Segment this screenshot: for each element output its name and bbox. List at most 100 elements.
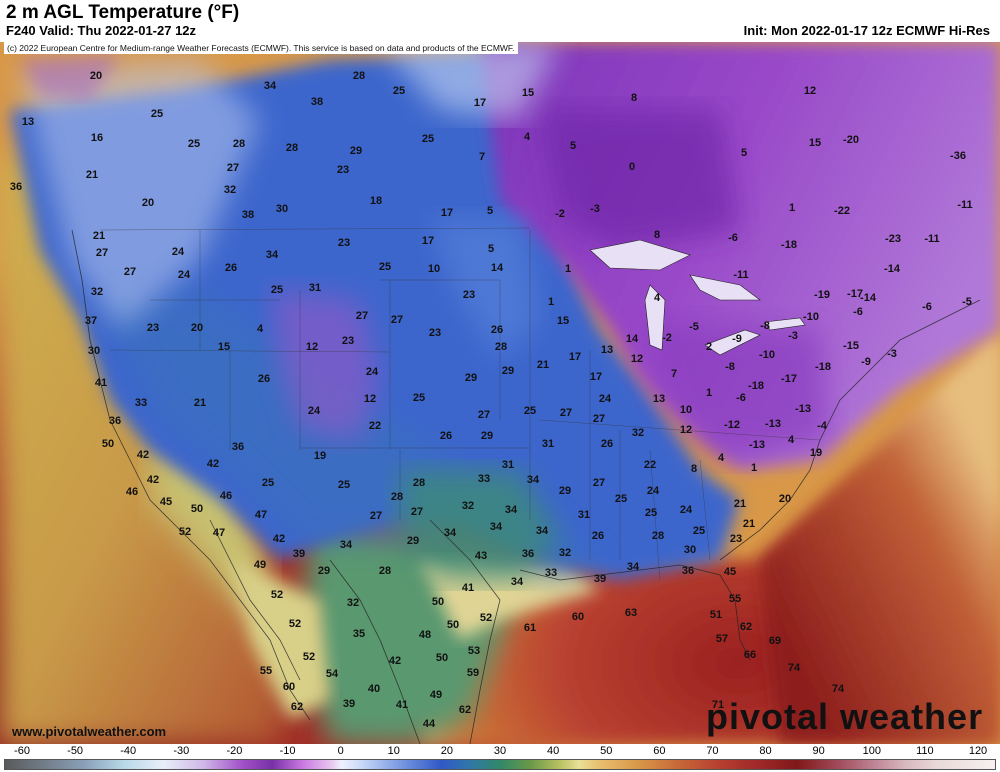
temperature-value: -10 (759, 349, 775, 361)
temperature-value: 32 (462, 500, 474, 512)
temperature-value: 24 (178, 269, 191, 281)
temperature-value: 34 (527, 474, 540, 486)
temperature-value: 52 (179, 526, 191, 538)
temperature-value: 21 (93, 230, 105, 242)
temperature-value: -17 (847, 288, 863, 300)
temperature-value: 36 (109, 415, 121, 427)
legend-tick-label: 120 (968, 745, 988, 757)
temperature-value: 29 (465, 372, 477, 384)
temperature-value: 26 (592, 530, 604, 542)
temperature-value: -6 (922, 301, 932, 313)
temperature-value: 54 (326, 668, 339, 680)
temperature-value: -18 (748, 380, 764, 392)
temperature-value: 22 (644, 459, 656, 471)
great-lakes (589, 239, 806, 356)
temperature-value: 15 (218, 341, 230, 353)
temperature-value: 39 (594, 573, 606, 585)
temperature-value: 26 (601, 438, 613, 450)
temperature-value: 20 (779, 493, 791, 505)
temperature-value: 25 (645, 507, 657, 519)
temperature-value: 62 (459, 704, 471, 716)
temperature-value: 39 (343, 698, 355, 710)
temperature-value: 60 (572, 611, 584, 623)
temperature-value: 45 (724, 566, 736, 578)
temperature-value: 41 (95, 377, 107, 389)
temperature-value: 39 (293, 548, 305, 560)
temperature-value: 36 (682, 565, 694, 577)
temperature-value: 29 (350, 145, 362, 157)
temperature-value: 4 (257, 323, 264, 335)
temperature-value: 42 (147, 474, 159, 486)
temperature-value: 17 (441, 207, 453, 219)
temperature-value: 34 (536, 525, 549, 537)
temperature-value: 12 (631, 353, 643, 365)
temperature-value: 43 (475, 550, 487, 562)
temperature-value: 32 (347, 597, 359, 609)
website-url[interactable]: www.pivotalweather.com (12, 724, 167, 739)
temperature-value: 1 (789, 202, 795, 214)
temperature-value: -11 (957, 199, 972, 211)
temperature-value: 42 (273, 533, 285, 545)
temperature-value: 47 (255, 509, 267, 521)
temperature-value: 52 (303, 651, 315, 663)
temperature-map[interactable]: 20 13 16 25 25 28 27 21 36 20 32 38 30 34 28 38 28 29 23 18… (0, 42, 1000, 744)
temperature-value: -8 (760, 320, 770, 332)
legend-tick-label: 40 (546, 745, 560, 757)
temperature-value: 66 (744, 649, 756, 661)
temperature-value: 34 (627, 561, 640, 573)
temperature-value: 29 (481, 430, 493, 442)
temperature-value: 28 (652, 530, 664, 542)
temperature-value: 5 (487, 205, 493, 217)
temperature-value: -6 (736, 392, 746, 404)
temperature-value: 32 (91, 286, 103, 298)
temperature-value: 33 (478, 473, 490, 485)
temperature-value: -11 (733, 269, 748, 281)
temperature-value: 34 (266, 249, 279, 261)
temperature-value: -9 (732, 333, 742, 345)
temperature-value: 74 (832, 683, 845, 695)
temperature-value: -13 (795, 403, 811, 415)
temperature-value: 29 (559, 485, 571, 497)
temperature-value: 27 (560, 407, 572, 419)
temperature-value: -23 (885, 233, 901, 245)
temperature-value: 34 (264, 80, 277, 92)
temperature-value: 62 (291, 701, 303, 713)
temperature-value: 31 (309, 282, 321, 294)
temperature-value: 28 (495, 341, 507, 353)
temperature-value: 8 (631, 92, 637, 104)
temperature-value: 21 (743, 518, 755, 530)
temperature-value: 25 (151, 108, 163, 120)
temperature-value: 29 (318, 565, 330, 577)
legend-tick-label: 20 (440, 745, 453, 757)
temperature-value: 27 (391, 314, 403, 326)
temperature-value: 57 (716, 633, 728, 645)
temperature-value: 25 (615, 493, 627, 505)
temperature-value: 63 (625, 607, 637, 619)
temperature-value: 1 (706, 387, 712, 399)
temperature-value: 50 (436, 652, 448, 664)
temperature-value: 29 (502, 365, 514, 377)
temperature-value: 10 (680, 404, 692, 416)
temperature-value: 12 (680, 424, 692, 436)
temperature-value: 38 (311, 96, 323, 108)
temperature-value: -3 (788, 330, 798, 342)
temperature-value: 30 (88, 345, 100, 357)
temperature-value: 62 (740, 621, 752, 633)
temperature-value: 50 (447, 619, 459, 631)
legend-tick-label: 10 (387, 745, 400, 757)
legend-ticks: -60 -50 -40 -30 -20 -10 0 10 20 30 40 50 60 70 80 90 100… (0, 744, 1000, 758)
legend-tick-label: -20 (226, 745, 243, 757)
temperature-value: 23 (463, 289, 475, 301)
temperature-value: -36 (950, 150, 966, 162)
temperature-value: 41 (396, 699, 408, 711)
temperature-value: 37 (85, 315, 97, 327)
temperature-value: 30 (276, 203, 288, 215)
temperature-value: 4 (718, 452, 725, 464)
temperature-value: 36 (10, 181, 22, 193)
temperature-value: 15 (557, 315, 569, 327)
temperature-value: 24 (308, 405, 321, 417)
legend-tick-label: 100 (862, 745, 881, 757)
temperature-value: 33 (135, 397, 147, 409)
temperature-value: -12 (724, 419, 740, 431)
temperature-value: 61 (524, 622, 536, 634)
